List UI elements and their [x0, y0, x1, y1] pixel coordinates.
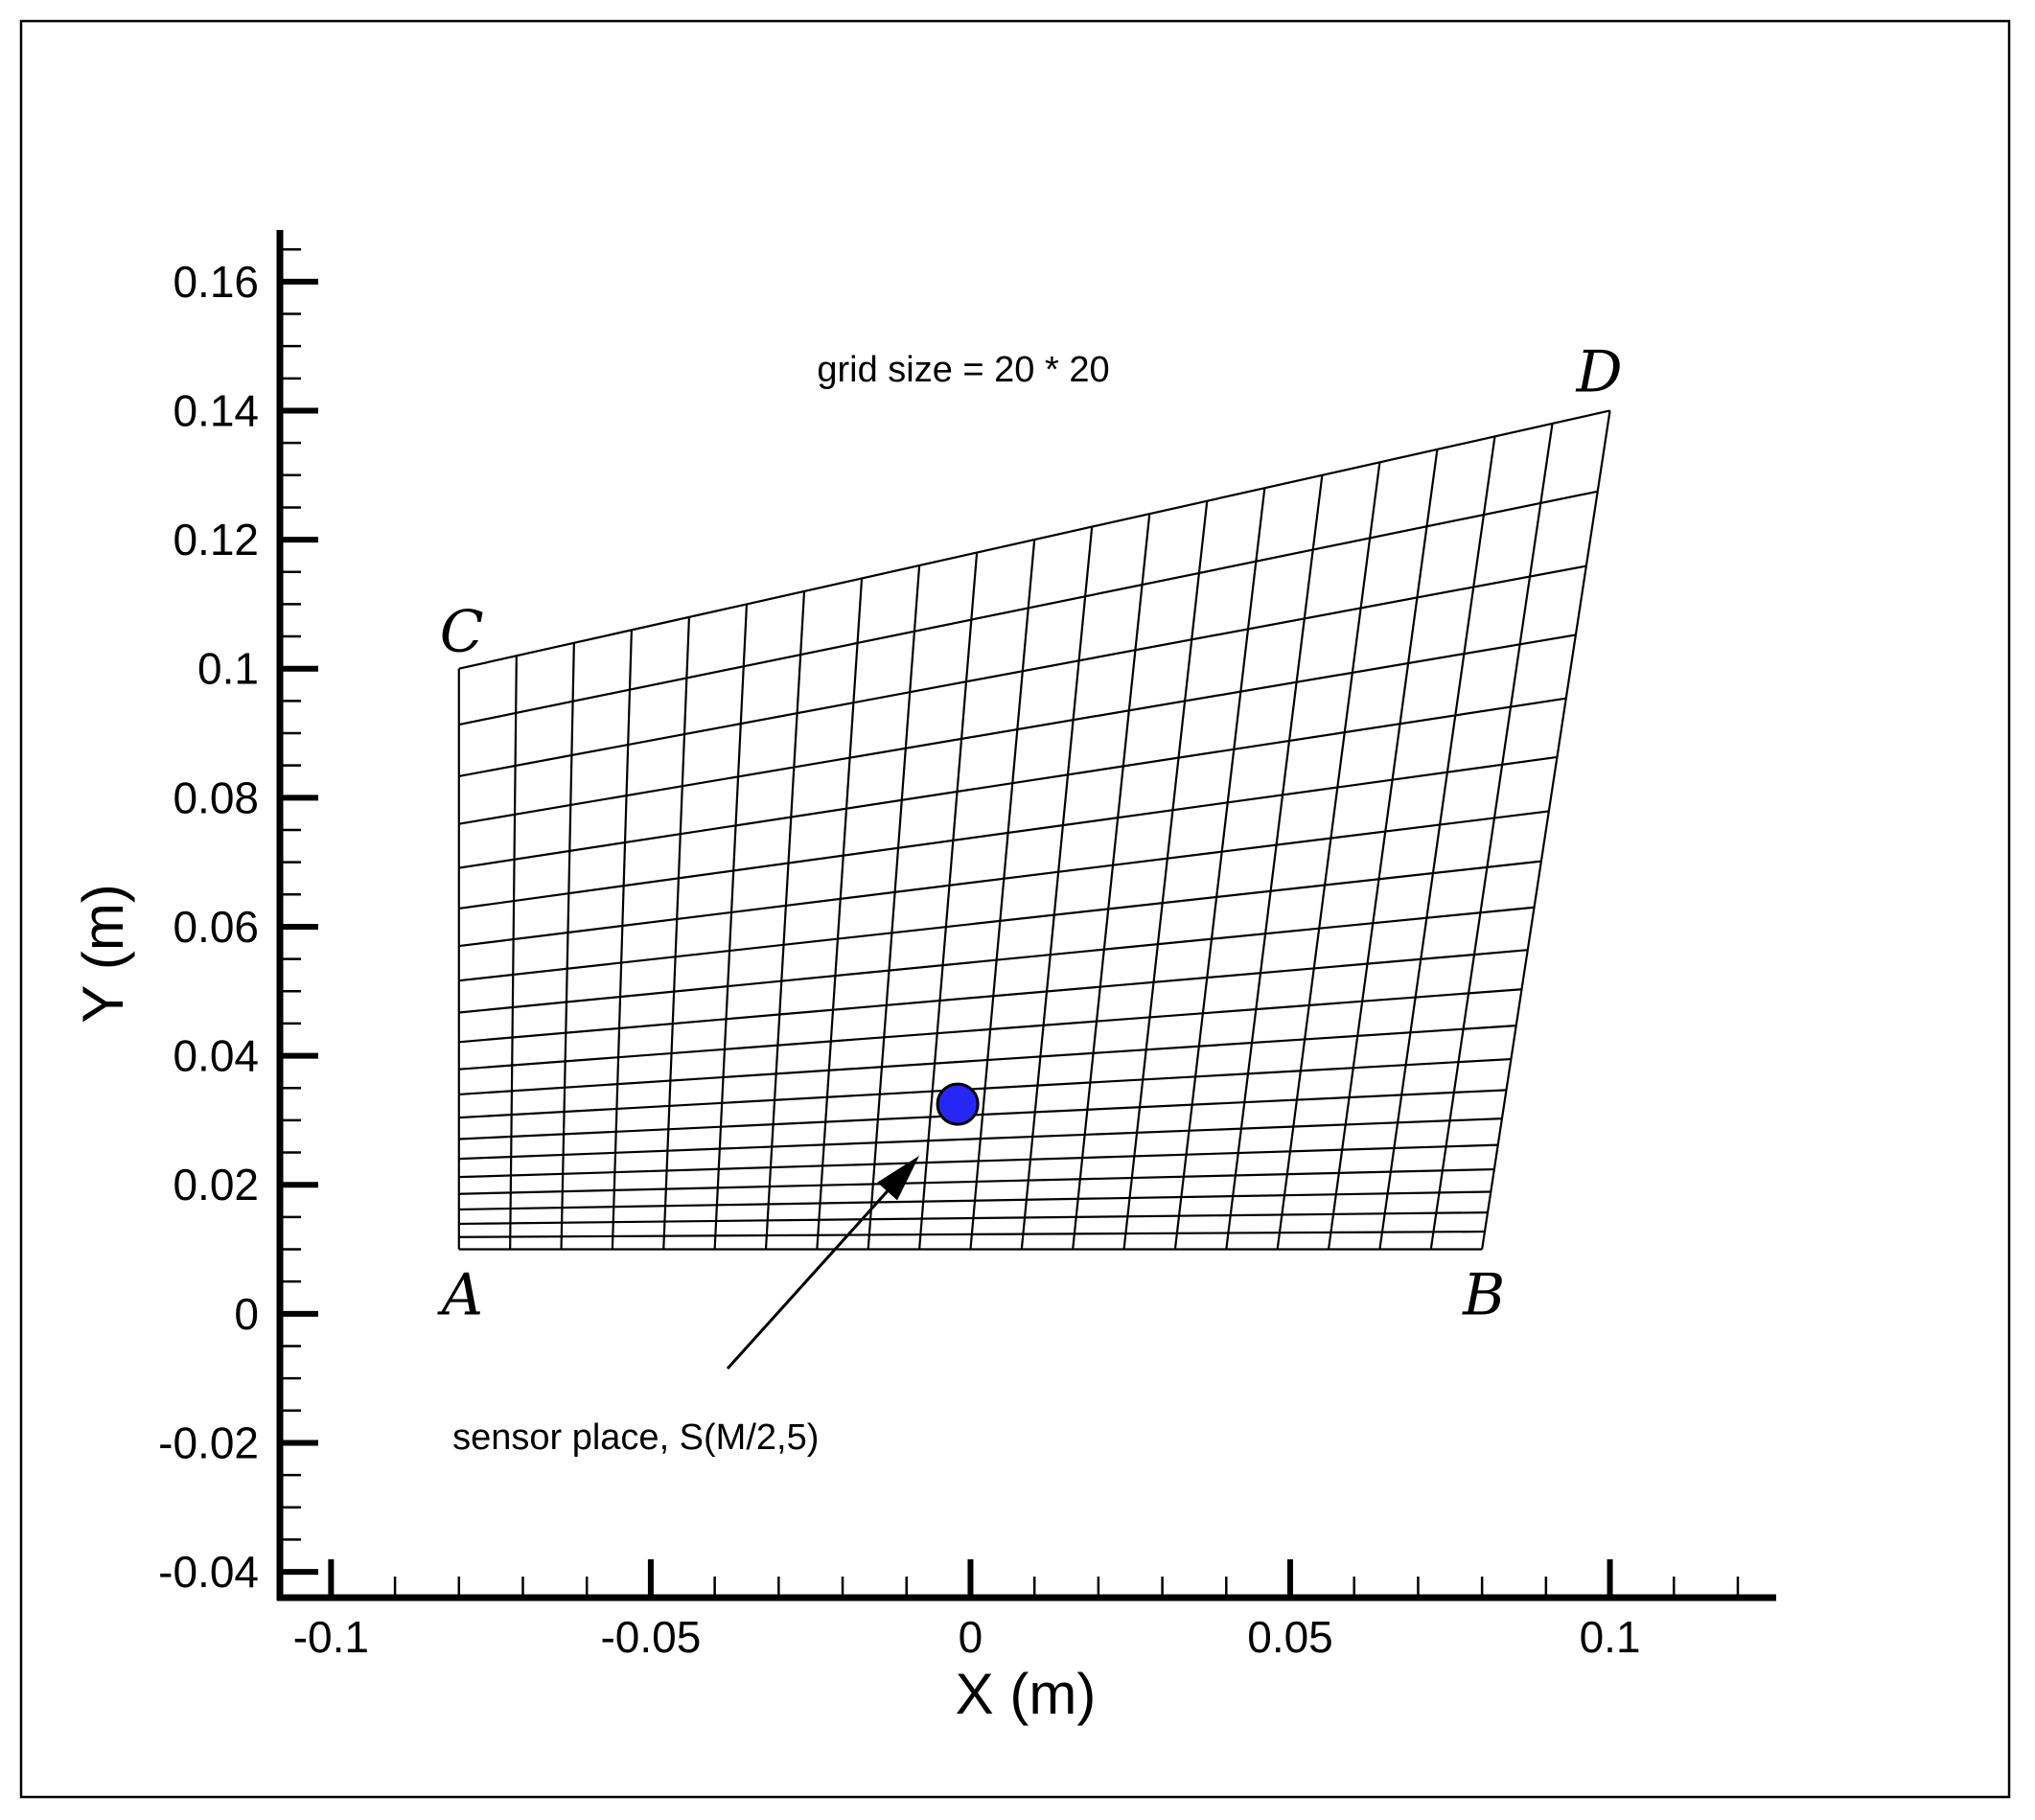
mesh-line-i9 [917, 552, 979, 1250]
x-tick-label: 0 [959, 1612, 983, 1662]
corner-label-B: B [1462, 1262, 1505, 1329]
y-tick-label: -0.02 [158, 1417, 259, 1467]
y-tick-label: -0.04 [158, 1547, 259, 1597]
mesh-line-i6 [764, 590, 806, 1250]
x-tick-label: 0.05 [1247, 1612, 1333, 1662]
mesh-line-i17 [1327, 449, 1439, 1250]
sensor-marker [936, 1082, 980, 1126]
y-tick-label: 0 [234, 1289, 259, 1339]
mesh-line-i2 [560, 642, 575, 1250]
mesh-line-i15 [1225, 474, 1324, 1250]
y-tick-label: 0.06 [173, 902, 259, 952]
mesh-line-i4 [662, 616, 691, 1250]
sensor-label-text: sensor place, S(M/2,5) [452, 1417, 819, 1458]
y-tick-label: 0.1 [197, 644, 259, 694]
y-tick-label: 0.02 [173, 1160, 259, 1209]
x-tick-label: -0.05 [600, 1612, 701, 1662]
mesh-line-i12 [1072, 514, 1151, 1250]
y-axis-title: Y (m) [71, 884, 135, 1024]
mesh-line-i10 [969, 539, 1036, 1250]
mesh-line-i3 [611, 630, 634, 1250]
mesh-line-i1 [509, 656, 518, 1250]
annotations: grid size = 20 * 20 sensor place, S(M/2,5… [452, 350, 1109, 1458]
mesh-line-i8 [867, 564, 921, 1250]
sensor-arrow-line [726, 1190, 889, 1371]
corner-label-C: C [440, 599, 484, 666]
axes: -0.1 -0.05 0 0.05 0.1 -0.04 -0.02 0 0.02 0.04 0.06… [158, 230, 1776, 1662]
y-tick-label: 0.12 [173, 515, 259, 564]
mesh-line-i18 [1378, 436, 1496, 1250]
sensor-arrow-head [877, 1155, 920, 1201]
x-axis-title: X (m) [956, 1662, 1097, 1726]
y-tick-label: 0.04 [173, 1031, 259, 1081]
x-tick-label: -0.1 [293, 1612, 369, 1662]
mesh-line-i7 [816, 578, 864, 1250]
mesh-line-i20 [1481, 410, 1611, 1250]
mesh-line-i13 [1122, 500, 1209, 1250]
y-tick-label: 0.08 [173, 772, 259, 822]
mesh-line-i11 [1020, 526, 1094, 1250]
mesh-line-i16 [1276, 462, 1381, 1250]
corner-label-A: A [437, 1262, 483, 1329]
grid-size-text: grid size = 20 * 20 [817, 350, 1109, 390]
mesh-grid: A B C D [437, 338, 1623, 1328]
x-tick-label: 0.1 [1580, 1612, 1641, 1662]
mesh-line-i14 [1173, 488, 1266, 1250]
mesh-line-i5 [713, 604, 749, 1250]
mesh-line-i19 [1429, 423, 1554, 1250]
corner-label-D: D [1576, 338, 1623, 405]
y-tick-label: 0.16 [173, 257, 259, 307]
y-tick-label: 0.14 [173, 385, 259, 435]
figure-frame [19, 19, 2011, 1799]
